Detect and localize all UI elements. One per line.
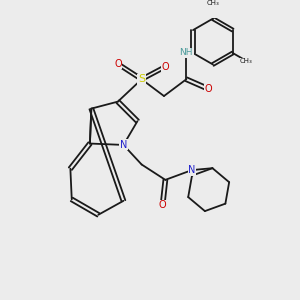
Text: N: N bbox=[120, 140, 127, 150]
Text: CH₃: CH₃ bbox=[206, 0, 219, 6]
Text: O: O bbox=[162, 62, 169, 72]
Text: N: N bbox=[188, 165, 196, 175]
Text: O: O bbox=[205, 84, 212, 94]
Text: NH: NH bbox=[180, 48, 193, 57]
Text: CH₃: CH₃ bbox=[240, 58, 252, 64]
Text: O: O bbox=[159, 200, 167, 210]
Text: S: S bbox=[138, 74, 145, 84]
Text: O: O bbox=[114, 59, 122, 69]
